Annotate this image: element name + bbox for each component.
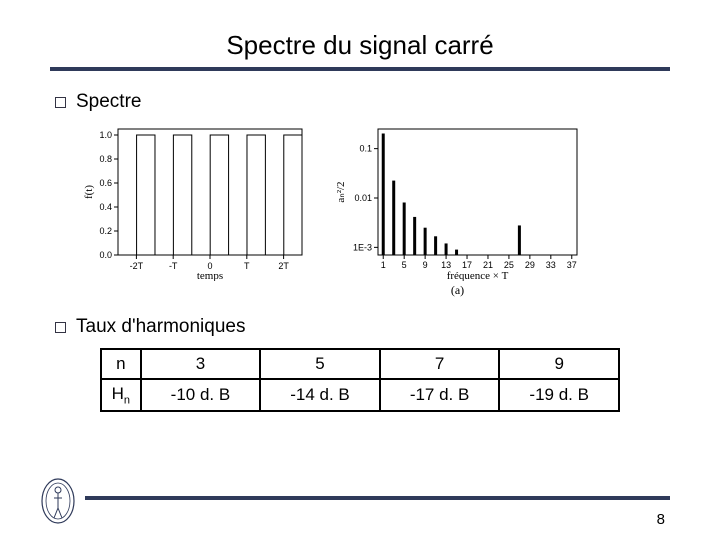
table-cell: -17 d. B bbox=[380, 379, 500, 411]
bullet-taux: Taux d'harmoniques bbox=[55, 316, 670, 338]
svg-text:29: 29 bbox=[525, 260, 535, 270]
title-divider bbox=[50, 67, 670, 71]
svg-text:-2T: -2T bbox=[130, 261, 144, 271]
svg-text:0.2: 0.2 bbox=[99, 226, 112, 236]
table-header: n bbox=[101, 349, 141, 379]
footer-divider bbox=[85, 496, 670, 500]
svg-text:aₙ²/2: aₙ²/2 bbox=[335, 181, 347, 202]
svg-text:17: 17 bbox=[462, 260, 472, 270]
table-cell: -14 d. B bbox=[260, 379, 380, 411]
slide-title: Spectre du signal carré bbox=[50, 30, 670, 61]
chart-caption: (a) bbox=[451, 283, 464, 298]
bullet-icon bbox=[55, 97, 66, 108]
bullet-text: Taux d'harmoniques bbox=[76, 316, 245, 338]
svg-text:0.4: 0.4 bbox=[99, 202, 112, 212]
harmonics-table-wrap: n3579 Hn-10 d. B-14 d. B-17 d. B-19 d. B bbox=[100, 348, 620, 412]
svg-text:-T: -T bbox=[169, 261, 178, 271]
svg-text:1E-3: 1E-3 bbox=[353, 242, 372, 252]
table-header: 9 bbox=[499, 349, 619, 379]
svg-text:0.6: 0.6 bbox=[99, 178, 112, 188]
time-chart: 0.00.20.40.60.81.0-2T-T0T2Tf(t)temps bbox=[80, 121, 310, 281]
svg-text:13: 13 bbox=[441, 260, 451, 270]
svg-text:0.1: 0.1 bbox=[359, 144, 372, 154]
svg-text:0.0: 0.0 bbox=[99, 250, 112, 260]
svg-text:1: 1 bbox=[381, 260, 386, 270]
bullet-icon bbox=[55, 322, 66, 333]
svg-text:9: 9 bbox=[423, 260, 428, 270]
table-row-header: Hn bbox=[101, 379, 141, 411]
table-cell: -19 d. B bbox=[499, 379, 619, 411]
svg-text:5: 5 bbox=[402, 260, 407, 270]
time-chart-wrap: 0.00.20.40.60.81.0-2T-T0T2Tf(t)temps bbox=[80, 121, 310, 298]
svg-text:0.01: 0.01 bbox=[354, 193, 372, 203]
svg-text:25: 25 bbox=[504, 260, 514, 270]
table-cell: -10 d. B bbox=[141, 379, 261, 411]
harmonics-table: n3579 Hn-10 d. B-14 d. B-17 d. B-19 d. B bbox=[100, 348, 620, 412]
spectrum-chart-wrap: 1E-3 0.01 0.1 1 5 9 13 17 21 25 29 33 37 aₙ²/2 fréquen… bbox=[330, 121, 585, 298]
table-header: 3 bbox=[141, 349, 261, 379]
svg-text:33: 33 bbox=[546, 260, 556, 270]
spectrum-chart: 1E-3 0.01 0.1 1 5 9 13 17 21 25 29 33 37 aₙ²/2 fréquen… bbox=[330, 121, 585, 281]
institution-logo bbox=[38, 476, 78, 526]
svg-text:fréquence × T: fréquence × T bbox=[447, 270, 509, 281]
svg-text:f(t): f(t) bbox=[83, 185, 95, 199]
charts-container: 0.00.20.40.60.81.0-2T-T0T2Tf(t)temps 1E-… bbox=[80, 121, 670, 298]
svg-text:2T: 2T bbox=[278, 261, 289, 271]
svg-text:1.0: 1.0 bbox=[99, 130, 112, 140]
table-header: 7 bbox=[380, 349, 500, 379]
svg-text:21: 21 bbox=[483, 260, 493, 270]
page-number: 8 bbox=[657, 511, 665, 528]
table-header: 5 bbox=[260, 349, 380, 379]
bullet-spectre: Spectre bbox=[55, 91, 670, 113]
bullet-text: Spectre bbox=[76, 91, 141, 113]
svg-text:37: 37 bbox=[567, 260, 577, 270]
svg-text:temps: temps bbox=[197, 270, 223, 281]
svg-text:0.8: 0.8 bbox=[99, 154, 112, 164]
svg-text:T: T bbox=[244, 261, 250, 271]
